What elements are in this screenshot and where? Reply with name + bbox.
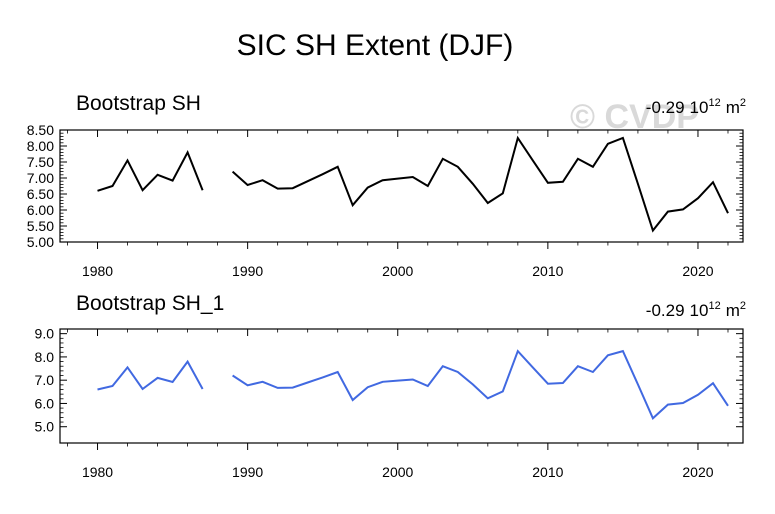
x-tick-label: 2010 bbox=[532, 263, 563, 279]
trend-base: 10 bbox=[690, 98, 709, 117]
trend-value: -0.29 bbox=[646, 98, 685, 117]
axis-tick-labels: 5.005.506.006.507.007.508.008.50 1980 1990… bbox=[27, 122, 714, 279]
trend-unit: m bbox=[726, 98, 740, 117]
trend-label: -0.29 1012 m2 bbox=[646, 97, 746, 117]
plot-frame bbox=[59, 328, 744, 444]
y-tick-label: 5.0 bbox=[35, 419, 55, 435]
series-lines bbox=[97, 135, 729, 233]
y-tick-label: 7.0 bbox=[35, 372, 55, 388]
panel-bootstrap-sh: Bootstrap SH © CVDP -0.29 1012 m2 5.005.50… bbox=[27, 92, 746, 279]
y-tick-label: 7.50 bbox=[27, 154, 54, 170]
series-line bbox=[231, 135, 729, 233]
trend-label: -0.29 1012 m2 bbox=[646, 300, 746, 320]
x-tick-label: 1990 bbox=[232, 464, 263, 480]
axis-ticks bbox=[60, 129, 743, 249]
y-tick-label: 7.00 bbox=[27, 170, 54, 186]
y-tick-label: 6.00 bbox=[27, 202, 54, 218]
x-tick-label: 2000 bbox=[382, 263, 413, 279]
x-tick-label: 1980 bbox=[82, 263, 113, 279]
x-tick-label: 2020 bbox=[682, 464, 713, 480]
x-tick-label: 1990 bbox=[232, 263, 263, 279]
plot-frame bbox=[59, 129, 744, 243]
series-line bbox=[97, 150, 204, 192]
x-tick-label: 1980 bbox=[82, 464, 113, 480]
axis-ticks bbox=[60, 329, 743, 450]
trend-unit-power: 2 bbox=[740, 97, 746, 109]
y-tick-label: 6.50 bbox=[27, 186, 54, 202]
figure-title: SIC SH Extent (DJF) bbox=[237, 29, 514, 62]
trend-value: -0.29 bbox=[646, 301, 685, 320]
series-line bbox=[232, 349, 729, 420]
series-lines bbox=[97, 349, 729, 420]
x-tick-label: 2020 bbox=[682, 263, 713, 279]
y-tick-label: 8.50 bbox=[27, 122, 54, 138]
y-tick-label: 8.00 bbox=[27, 138, 54, 154]
y-tick-label: 5.50 bbox=[27, 218, 54, 234]
y-tick-label: 9.0 bbox=[35, 326, 55, 342]
series-line bbox=[97, 359, 204, 391]
panel-title: Bootstrap SH_1 bbox=[76, 292, 224, 315]
y-tick-label: 6.0 bbox=[35, 395, 55, 411]
axis-tick-labels: 5.0 6.0 7.0 8.0 9.0 1980 1990 2000 2010 2020 bbox=[35, 326, 714, 480]
x-tick-label: 2000 bbox=[382, 464, 413, 480]
trend-base: 10 bbox=[690, 301, 709, 320]
y-tick-label: 5.00 bbox=[27, 234, 54, 250]
trend-exponent: 12 bbox=[708, 300, 720, 312]
trend-unit: m bbox=[726, 301, 740, 320]
panel-title: Bootstrap SH bbox=[76, 92, 201, 115]
trend-exponent: 12 bbox=[708, 97, 720, 109]
trend-unit-power: 2 bbox=[740, 300, 746, 312]
panel-bootstrap-sh-1: Bootstrap SH_1 -0.29 1012 m2 5.0 6.0 7.0 8.0 9… bbox=[35, 292, 746, 480]
x-tick-label: 2010 bbox=[532, 464, 563, 480]
y-tick-label: 8.0 bbox=[35, 349, 55, 365]
